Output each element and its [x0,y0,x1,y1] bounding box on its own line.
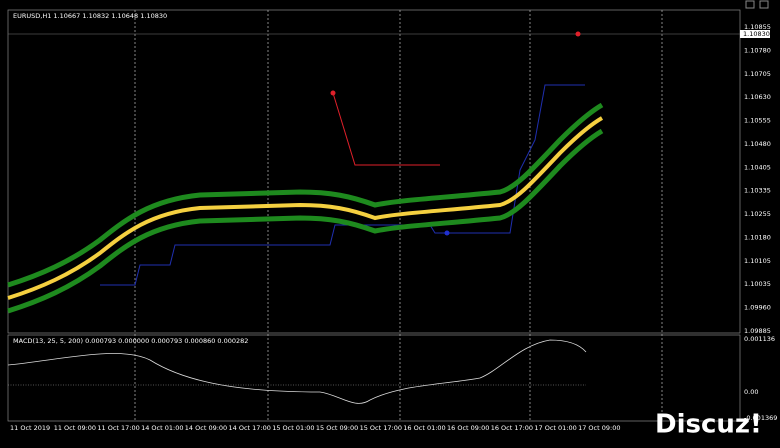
watermark: Discuz! [655,410,762,440]
time-label: 16 Oct 17:00 [491,424,533,432]
price-label: 1.10255 [744,210,771,218]
macd-panel [7,334,741,422]
price-label: 1.10705 [744,70,771,78]
time-label: 14 Oct 17:00 [229,424,271,432]
symbol-title: EURUSD,H1 1.10667 1.10832 1.10648 1.1083… [13,12,167,20]
current-price: 1.10830 [743,30,770,38]
macd-title: MACD(13, 25, 5, 200) 0.000793 0.000000 0… [13,337,248,345]
time-label: 17 Oct 09:00 [578,424,620,432]
main-panel [7,9,741,334]
price-label: 1.10855 [744,23,771,31]
current-price-box [740,30,770,38]
time-label: 16 Oct 09:00 [447,424,489,432]
price-label: 1.10780 [744,46,771,54]
stop-line [100,84,585,286]
lower-band [7,128,604,314]
time-label: 14 Oct 09:00 [185,424,227,432]
middle-band [7,116,604,300]
price-label: 1.10630 [744,93,771,101]
macd-axis-label: 0.001136 [744,335,775,343]
price-label: 1.10480 [744,140,771,148]
time-label: 11 Oct 17:00 [97,424,139,432]
macd-line [7,339,587,404]
price-label: 1.10405 [744,163,771,171]
time-label: 17 Oct 01:00 [534,424,576,432]
price-label: 1.09960 [744,304,771,312]
close-button[interactable] [759,0,769,9]
time-label: 15 Oct 09:00 [316,424,358,432]
signal-dot [444,230,450,236]
time-label: 16 Oct 01:00 [403,424,445,432]
window-buttons[interactable] [745,0,769,9]
time-label: 15 Oct 01:00 [272,424,314,432]
price-label: 1.10555 [744,117,771,125]
macd-axis-label: 0.00 [744,388,758,396]
time-label: 14 Oct 01:00 [141,424,183,432]
price-label: 1.10335 [744,187,771,195]
time-label: 15 Oct 17:00 [360,424,402,432]
price-label: 1.10105 [744,257,771,265]
price-label: 1.10035 [744,280,771,288]
signal-dot [575,31,581,37]
minimize-button[interactable] [745,0,755,9]
macd-axis-label: -0.001369 [744,414,777,422]
price-label: 1.10180 [744,233,771,241]
upper-band [7,102,604,288]
signal-line [332,92,440,166]
signal-dot [330,90,336,96]
time-label: 11 Oct 2019 [10,424,50,432]
time-label: 11 Oct 09:00 [54,424,96,432]
price-label: 1.09885 [744,327,771,335]
